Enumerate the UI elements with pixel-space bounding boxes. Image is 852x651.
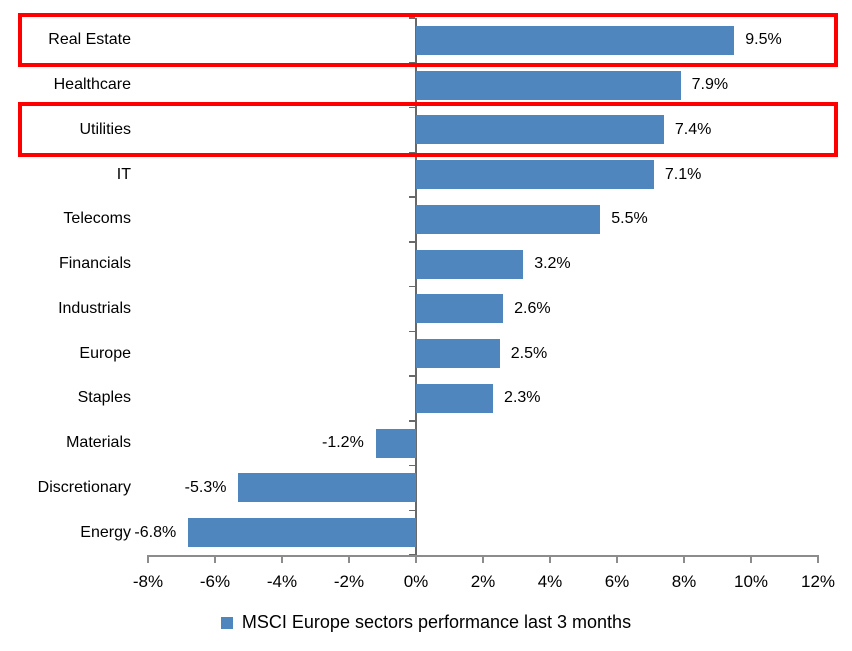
bar (416, 160, 654, 190)
x-tick-label: 2% (470, 572, 496, 591)
category-label: Industrials (58, 299, 131, 317)
legend-label: MSCI Europe sectors performance last 3 m… (241, 612, 632, 632)
highlight-box-utilities (18, 102, 838, 157)
category-label: Europe (79, 344, 131, 362)
category-axis-tick (409, 151, 415, 153)
value-label: 2.6% (514, 299, 551, 317)
value-label: 3.2% (534, 255, 571, 273)
bar (188, 518, 416, 548)
x-tick-label: -8% (132, 572, 164, 591)
zero-axis-line (415, 18, 417, 563)
category-label: Real Estate (48, 31, 131, 49)
x-tick-label: -4% (266, 572, 298, 591)
x-tick-label: 8% (671, 572, 697, 591)
category-label: IT (116, 165, 131, 183)
x-axis-tick (482, 555, 484, 563)
category-axis-tick (409, 196, 415, 198)
x-tick-label: 6% (604, 572, 630, 591)
value-label: 5.5% (611, 210, 648, 228)
category-axis-tick (409, 420, 415, 422)
category-label: Telecoms (63, 210, 131, 228)
category-axis-tick (409, 241, 415, 243)
x-tick-label: 12% (800, 572, 836, 591)
x-axis-tick (415, 555, 417, 563)
value-label: -1.2% (322, 434, 364, 452)
category-axis-tick (409, 509, 415, 511)
category-label: Energy (80, 523, 131, 541)
x-tick-label: 4% (537, 572, 563, 591)
value-label: -5.3% (184, 478, 227, 496)
category-axis-tick (409, 330, 415, 332)
x-axis-tick (817, 555, 819, 563)
value-label: 2.3% (504, 389, 541, 407)
category-label: Utilities (79, 120, 131, 138)
bar (238, 473, 416, 503)
bar (416, 204, 601, 234)
x-tick-label: -2% (333, 572, 365, 591)
x-tick-label: 0% (403, 572, 429, 591)
category-label: Staples (77, 389, 131, 407)
category-axis-tick (409, 106, 415, 109)
x-axis-tick (147, 555, 149, 563)
category-label: Discretionary (37, 478, 131, 496)
category-axis-tick (409, 375, 415, 377)
value-label: 7.9% (691, 76, 729, 94)
value-label: -6.8% (134, 523, 177, 541)
category-axis-tick (409, 285, 415, 288)
value-label: 2.5% (510, 344, 548, 362)
value-label: 7.4% (674, 120, 712, 138)
category-axis-tick (409, 17, 415, 19)
x-axis-tick (214, 555, 216, 563)
x-axis-tick (616, 555, 618, 563)
category-label: Financials (58, 255, 131, 273)
bar (375, 428, 416, 458)
bar (416, 70, 681, 100)
value-label: 9.5% (745, 31, 782, 49)
x-axis-tick (683, 555, 685, 563)
legend: MSCI Europe sectors performance last 3 m… (0, 612, 852, 633)
x-axis-tick (750, 555, 752, 563)
bar (416, 249, 524, 279)
category-axis-tick (409, 464, 415, 467)
category-label: Materials (66, 434, 131, 452)
bar (416, 294, 504, 324)
legend-square-icon (220, 616, 233, 629)
x-tick-label: 10% (733, 572, 769, 591)
x-axis-tick (549, 555, 551, 563)
x-tick-label: -6% (199, 572, 231, 591)
category-label: Healthcare (53, 76, 131, 94)
bar (416, 115, 664, 145)
value-label: 7.1% (664, 165, 702, 183)
category-axis-tick (409, 62, 415, 64)
bar (416, 383, 494, 413)
x-axis-tick (281, 555, 283, 563)
bar (416, 339, 500, 369)
x-axis-tick (348, 555, 350, 563)
bar (416, 25, 735, 55)
highlight-box-real-estate (18, 12, 838, 68)
